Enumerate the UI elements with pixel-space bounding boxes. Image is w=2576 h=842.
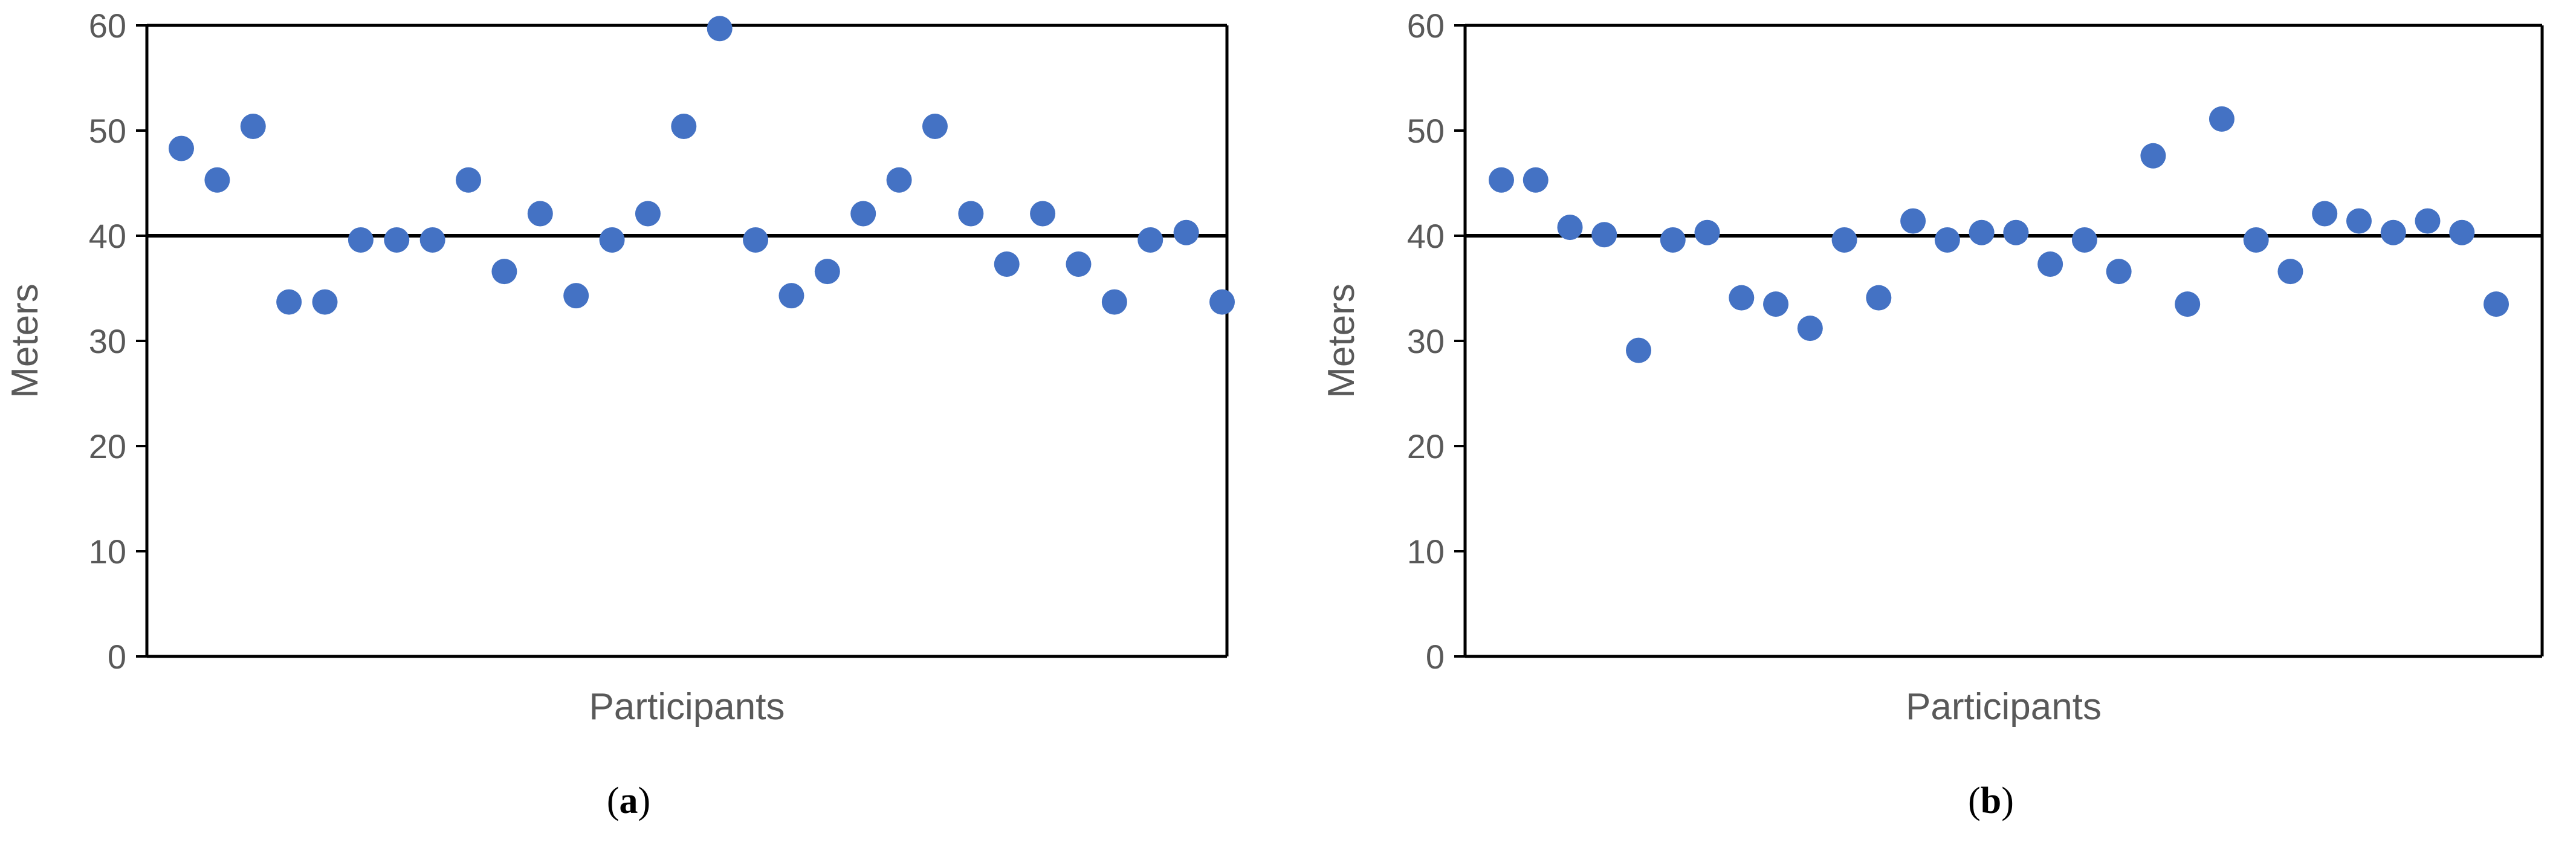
data-point — [635, 201, 661, 227]
data-point — [958, 201, 984, 227]
data-point — [2484, 291, 2509, 317]
panel-b: 0 10 20 30 40 50 60 Participants Meters (b) — [1321, 7, 2544, 821]
data-point — [814, 259, 840, 285]
data-point — [1763, 291, 1789, 317]
data-point — [1030, 201, 1056, 227]
data-point — [1969, 219, 1995, 245]
data-point — [240, 114, 266, 140]
data-point — [2140, 143, 2166, 169]
y-tick-label: 20 — [89, 427, 126, 465]
y-axis-title: Meters — [4, 283, 46, 398]
data-point — [994, 251, 1020, 277]
data-point — [1138, 227, 1163, 253]
y-tick-label: 30 — [89, 322, 126, 360]
data-point — [1101, 289, 1127, 315]
data-point — [204, 167, 230, 193]
data-point — [1660, 227, 1686, 253]
data-point — [563, 283, 589, 309]
panel-caption: (a) — [607, 780, 650, 821]
data-point — [276, 289, 302, 315]
data-point — [1866, 285, 1892, 311]
y-tick-label: 10 — [89, 533, 126, 571]
y-tick-label: 50 — [1407, 112, 1445, 150]
data-point — [456, 167, 482, 193]
data-point — [419, 227, 445, 253]
y-tick-label: 0 — [108, 638, 126, 676]
data-point — [2209, 106, 2235, 132]
data-point — [599, 227, 625, 253]
data-point — [2380, 219, 2406, 245]
data-point — [2277, 259, 2303, 285]
data-point — [1831, 227, 1857, 253]
data-point — [1173, 219, 1199, 245]
y-axis-title: Meters — [1321, 283, 1362, 398]
data-point — [2175, 291, 2201, 317]
data-point — [922, 114, 948, 140]
data-point — [707, 16, 733, 42]
data-point — [491, 259, 517, 285]
data-point — [1797, 316, 1823, 342]
data-point — [1934, 227, 1960, 253]
y-tick-label: 0 — [1426, 638, 1445, 676]
data-point — [2415, 208, 2441, 234]
data-point — [850, 201, 876, 227]
y-tick-label: 60 — [89, 7, 126, 45]
data-point — [1729, 285, 1755, 311]
x-axis-title: Participants — [1906, 686, 2102, 728]
data-point — [1066, 251, 1092, 277]
data-point — [2071, 227, 2097, 253]
data-point — [1209, 289, 1235, 315]
data-point — [778, 283, 804, 309]
data-point — [1626, 337, 1652, 363]
data-point — [886, 167, 912, 193]
data-point — [1591, 222, 1617, 248]
data-point — [2346, 208, 2372, 234]
data-point — [2003, 219, 2029, 245]
data-point — [1694, 219, 1720, 245]
panel-letter: b — [1981, 780, 2001, 821]
y-tick-label: 40 — [89, 217, 126, 255]
data-point — [2243, 227, 2269, 253]
panel-caption: (b) — [1968, 780, 2014, 821]
y-tick-label: 40 — [1407, 217, 1445, 255]
data-point — [312, 289, 338, 315]
data-point — [2106, 259, 2132, 285]
data-point — [348, 227, 374, 253]
y-tick-label: 30 — [1407, 322, 1445, 360]
data-point — [1489, 167, 1514, 193]
data-point — [2037, 251, 2063, 277]
data-point — [671, 114, 697, 140]
data-point — [1557, 215, 1583, 241]
panel-letter: a — [620, 780, 638, 821]
y-tick-label: 50 — [89, 112, 126, 150]
data-point — [1900, 208, 1926, 234]
data-point — [2449, 219, 2475, 245]
y-tick-label: 20 — [1407, 427, 1445, 465]
data-point — [2312, 201, 2338, 227]
data-point — [527, 201, 553, 227]
panel-a: 0 10 20 30 40 50 60 Participants Meters (a) — [4, 7, 1235, 821]
data-point — [384, 227, 410, 253]
data-point — [743, 227, 769, 253]
data-point — [1523, 167, 1549, 193]
y-tick-label: 10 — [1407, 533, 1445, 571]
y-tick-label: 60 — [1407, 7, 1445, 45]
x-axis-title: Participants — [589, 686, 785, 728]
data-point — [169, 135, 194, 161]
